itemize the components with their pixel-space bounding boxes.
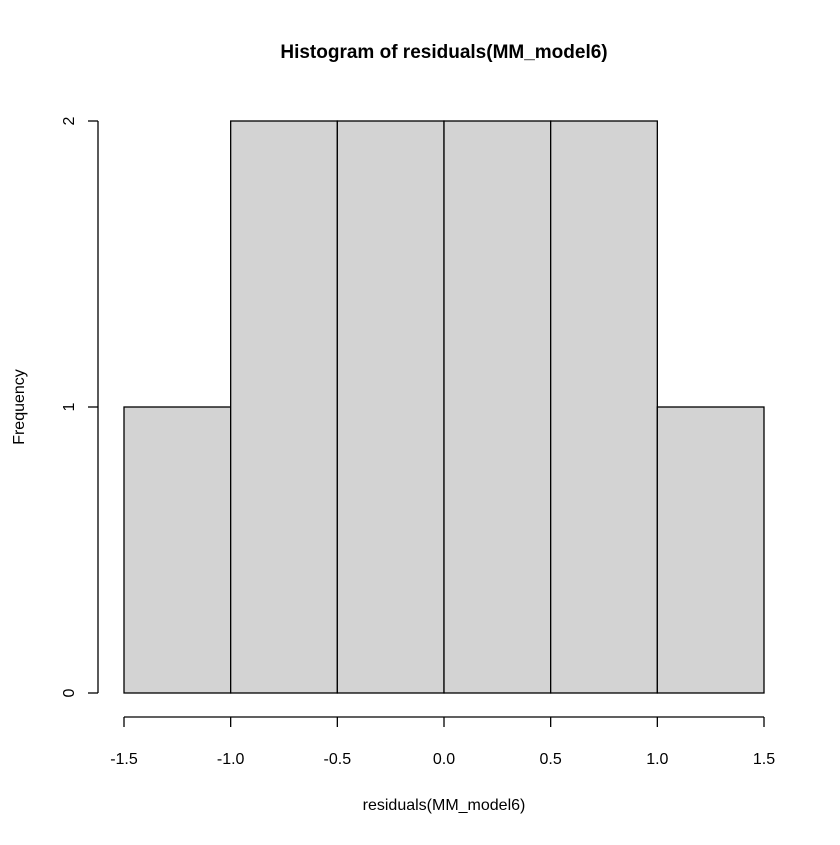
y-tick-label: 0	[61, 688, 78, 697]
chart-title: Histogram of residuals(MM_model6)	[280, 42, 607, 63]
histogram-bar	[336, 120, 445, 694]
x-tick-label: 0.5	[540, 751, 562, 768]
x-axis: -1.5 -1.0 -0.5 0.0 0.5 1.0 1.5	[110, 716, 775, 768]
y-axis-label: Frequency	[11, 369, 28, 445]
y-tick-label: 2	[61, 116, 78, 125]
x-tick-label: -0.5	[324, 751, 352, 768]
x-tick-label: -1.5	[110, 751, 138, 768]
x-tick-label: 0.0	[433, 751, 455, 768]
histogram-bar	[656, 406, 765, 694]
bars	[123, 120, 765, 694]
histogram-bar	[230, 120, 338, 694]
x-tick-label: 1.5	[753, 751, 775, 768]
histogram-bar	[123, 406, 232, 694]
x-tick-label: -1.0	[217, 751, 245, 768]
y-axis: 0 1 2	[61, 116, 99, 697]
histogram-bar	[443, 120, 552, 694]
x-axis-label: residuals(MM_model6)	[363, 797, 526, 814]
y-tick-label: 1	[61, 402, 78, 411]
histogram-bar	[550, 120, 658, 694]
x-tick-label: 1.0	[646, 751, 668, 768]
